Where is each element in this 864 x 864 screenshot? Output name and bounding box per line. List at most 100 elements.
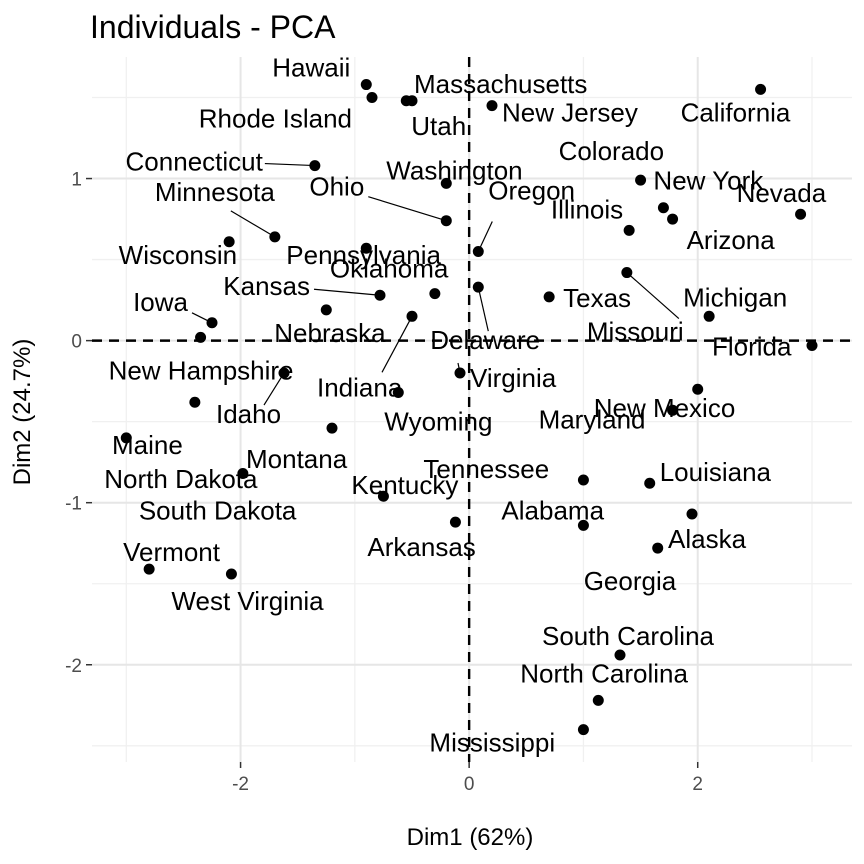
data-point [320, 304, 332, 316]
point-label: North Carolina [520, 658, 688, 688]
point-label: Virginia [470, 363, 557, 393]
point-label: Nebraska [274, 318, 386, 348]
data-point [206, 317, 218, 329]
data-point [360, 242, 372, 254]
point-label: Iowa [133, 287, 188, 317]
point-label: Georgia [584, 566, 677, 596]
point-label: Oklahoma [330, 254, 449, 284]
data-point [454, 367, 466, 379]
label-connector [368, 196, 447, 222]
data-point [326, 422, 338, 434]
data-point [237, 468, 249, 480]
label-connector [264, 162, 315, 167]
label-connector [626, 272, 680, 320]
point-label: Florida [712, 331, 792, 361]
point-label: Wyoming [384, 406, 492, 436]
data-point [486, 100, 498, 112]
data-point [577, 519, 589, 531]
point-label: Maryland [539, 404, 646, 434]
label-connector [230, 210, 276, 238]
data-point [449, 516, 461, 528]
x-tick-label: 2 [692, 774, 703, 795]
data-point [795, 208, 807, 220]
label-connector [477, 287, 489, 332]
point-label: West Virginia [171, 586, 324, 616]
point-label: Arkansas [367, 532, 475, 562]
point-label: Montana [246, 444, 348, 474]
data-point [278, 367, 290, 379]
point-label: Oregon [488, 175, 575, 205]
point-label: Nevada [737, 178, 827, 208]
data-point [225, 568, 237, 580]
data-point [614, 649, 626, 661]
point-label: Delaware [430, 325, 540, 355]
data-point [806, 339, 818, 351]
point-label: Ohio [309, 172, 364, 202]
data-point [269, 231, 281, 243]
point-label: North Dakota [104, 464, 258, 494]
data-point [377, 490, 389, 502]
point-label: South Dakota [139, 496, 297, 526]
point-label: Texas [563, 283, 631, 313]
data-point [406, 310, 418, 322]
point-label: Connecticut [126, 147, 264, 177]
y-tick-label: -2 [65, 656, 82, 677]
x-tick-label: 0 [464, 774, 475, 795]
data-point [223, 236, 235, 248]
point-label: New Jersey [502, 98, 638, 128]
point-label: Massachusetts [414, 69, 587, 99]
point-label: Washington [386, 155, 522, 185]
data-point [667, 213, 679, 225]
data-point [703, 310, 715, 322]
point-label: Indiana [317, 372, 403, 402]
label-connector [263, 372, 285, 406]
point-label: California [681, 97, 791, 127]
data-point [440, 177, 452, 189]
point-label: Idaho [216, 399, 281, 429]
point-label: Illinois [551, 194, 623, 224]
point-label: Michigan [683, 282, 787, 312]
point-label: Missouri [587, 317, 684, 347]
data-point [195, 331, 207, 343]
y-tick-label: -1 [65, 494, 82, 515]
label-connectors [191, 162, 680, 406]
data-point [692, 383, 704, 395]
point-label: Utah [411, 111, 466, 141]
data-point [652, 542, 664, 554]
point-label: Tennessee [423, 454, 549, 484]
point-label: Hawaii [272, 53, 350, 83]
x-axis-title: Dim1 (62%) [407, 824, 534, 851]
data-point [360, 79, 372, 91]
x-tick-label: -2 [232, 774, 249, 795]
data-point [543, 291, 555, 303]
data-point [577, 474, 589, 486]
data-point [657, 202, 669, 214]
data-point [440, 215, 452, 227]
data-point [309, 160, 321, 172]
data-point [623, 224, 635, 236]
chart-title: Individuals - PCA [90, 9, 336, 45]
point-label: Louisiana [660, 457, 772, 487]
point-label: Pennsylvania [286, 240, 441, 270]
reference-lines [92, 57, 852, 762]
data-point [635, 174, 647, 186]
data-points [120, 79, 818, 736]
point-label: Minnesota [155, 177, 275, 207]
y-axis-title: Dim2 (24.7%) [9, 339, 36, 486]
point-label: Maine [112, 430, 183, 460]
data-point [374, 289, 386, 301]
label-connector [477, 221, 493, 252]
data-point [686, 508, 698, 520]
data-point [667, 404, 679, 416]
data-point [120, 432, 132, 444]
data-point [755, 83, 767, 95]
point-label: Rhode Island [199, 104, 352, 134]
point-labels: Hawaii Massachusetts Rhode Island Utah New J… [104, 53, 826, 758]
point-label: Vermont [123, 537, 221, 567]
point-label: Arizona [687, 225, 776, 255]
point-label: Alaska [668, 524, 747, 554]
axis-ticks: -2 0 2 -2 -1 0 1 [65, 170, 703, 795]
data-point [472, 281, 484, 293]
point-label: New Mexico [594, 393, 736, 423]
